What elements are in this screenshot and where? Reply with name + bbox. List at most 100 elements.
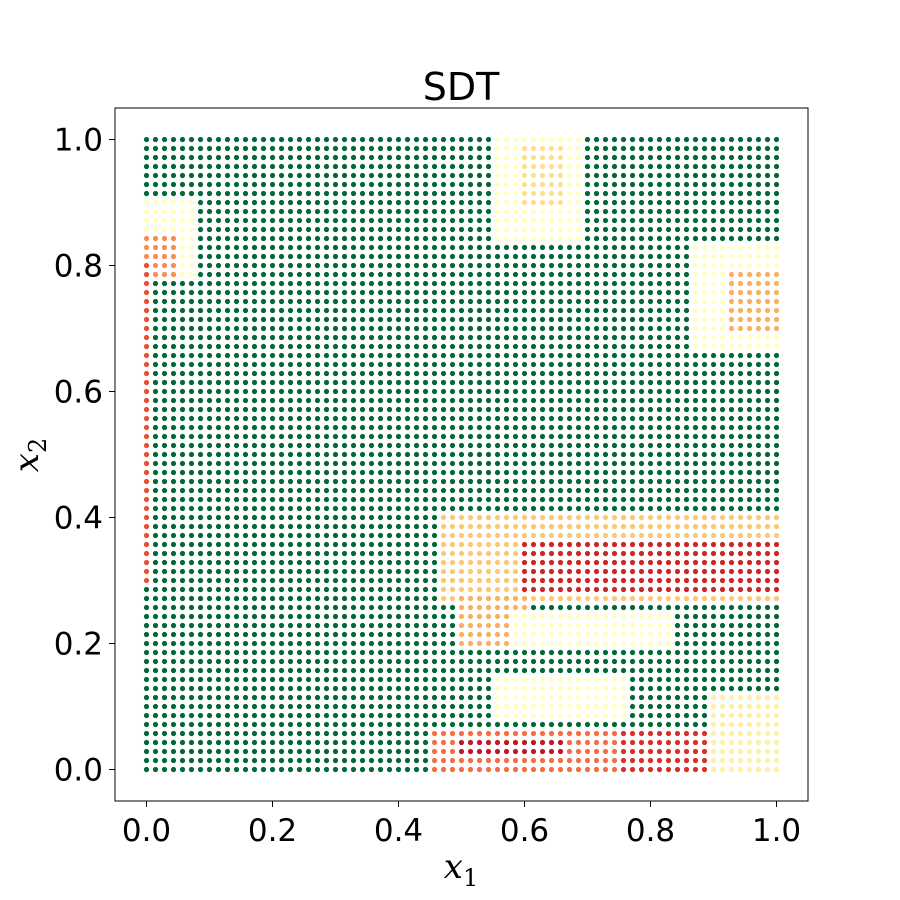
data-point [485,415,492,422]
data-point [278,154,285,161]
data-point [530,433,537,440]
data-point [260,577,267,584]
data-point [602,406,609,413]
data-point [323,388,330,395]
data-point [269,271,276,278]
data-point [161,685,168,692]
data-point [458,496,465,503]
data-point [485,640,492,647]
data-point [278,559,285,566]
data-point [701,541,708,548]
data-point [647,622,654,629]
data-point [602,145,609,152]
data-point [764,730,771,737]
data-point [296,703,303,710]
data-point [458,262,465,269]
data-point [611,469,618,476]
data-point [350,181,357,188]
data-point [458,361,465,368]
data-point [620,658,627,665]
data-point [422,361,429,368]
data-point [665,685,672,692]
data-point [728,397,735,404]
data-point [566,388,573,395]
data-point [755,325,762,332]
data-point [377,739,384,746]
data-point [665,190,672,197]
data-point [701,739,708,746]
data-point [359,748,366,755]
data-point [233,136,240,143]
data-point [440,514,447,521]
data-point [638,514,645,521]
data-point [728,658,735,665]
data-point [620,721,627,728]
data-point [359,316,366,323]
data-point [692,604,699,611]
data-point [566,649,573,656]
data-point [584,235,591,242]
data-point [188,730,195,737]
data-point [215,667,222,674]
data-point [332,541,339,548]
data-point [629,568,636,575]
data-point [620,577,627,584]
data-point [242,406,249,413]
data-point [341,532,348,539]
data-point [332,703,339,710]
data-point [188,316,195,323]
data-point [566,163,573,170]
data-point [602,172,609,179]
data-point [449,388,456,395]
data-point [314,622,321,629]
data-point [278,208,285,215]
data-point [224,640,231,647]
data-point [566,316,573,323]
data-point [485,190,492,197]
data-point [251,208,258,215]
data-point [674,532,681,539]
data-point [710,649,717,656]
data-point [377,163,384,170]
data-point [359,604,366,611]
data-point [593,433,600,440]
data-point [683,163,690,170]
data-point [674,136,681,143]
data-point [359,586,366,593]
data-point [350,136,357,143]
data-point [629,235,636,242]
data-point [674,712,681,719]
data-point [620,550,627,557]
data-point [215,712,222,719]
data-point [179,379,186,386]
data-point [575,640,582,647]
data-point [305,739,312,746]
data-point [584,586,591,593]
data-point [215,271,222,278]
data-point [647,325,654,332]
data-point [728,478,735,485]
data-point [521,676,528,683]
data-point [710,235,717,242]
data-point [260,676,267,683]
data-point [386,577,393,584]
data-point [575,712,582,719]
data-point [764,316,771,323]
data-point [521,748,528,755]
data-point [386,505,393,512]
data-point [161,478,168,485]
data-point [764,613,771,620]
data-point [638,307,645,314]
data-point [422,433,429,440]
data-point [458,397,465,404]
data-point [179,289,186,296]
data-point [332,307,339,314]
data-point [422,703,429,710]
data-point [305,154,312,161]
data-point [305,226,312,233]
data-point [494,145,501,152]
data-point [530,451,537,458]
data-point [224,541,231,548]
data-point [737,739,744,746]
data-point [296,163,303,170]
